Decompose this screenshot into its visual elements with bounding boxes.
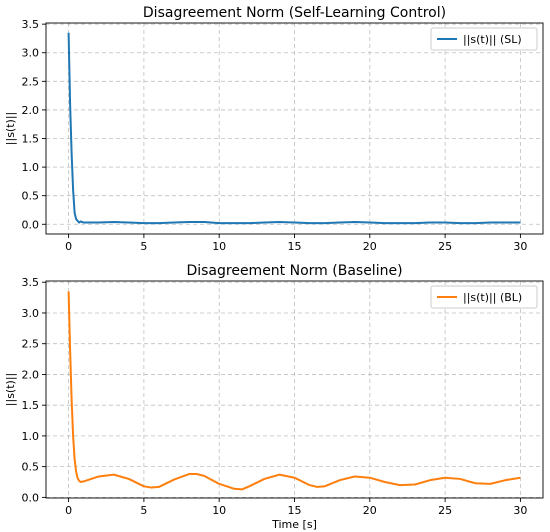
y-tick-label: 2.5 [22, 75, 40, 88]
y-tick-label: 1.0 [22, 161, 40, 174]
x-tick-label: 25 [438, 240, 452, 253]
y-tick-label: 0.0 [22, 491, 40, 504]
y-tick-label: 3.0 [22, 47, 40, 60]
legend-box [430, 285, 538, 309]
y-tick-label: 2.0 [22, 368, 40, 381]
legend-label: ||s(t)|| (SL) [463, 33, 522, 46]
x-tick-label: 30 [513, 240, 527, 253]
y-axis-label: ||s(t)|| [4, 112, 17, 145]
y-tick-label: 0.5 [22, 190, 40, 203]
y-tick-label: 1.0 [22, 430, 40, 443]
x-tick-label: 10 [212, 504, 226, 517]
x-tick-label: 15 [288, 504, 302, 517]
legend: ||s(t)|| (SL) [430, 27, 538, 51]
x-tick-label: 30 [513, 504, 527, 517]
x-tick-label: 5 [140, 240, 147, 253]
subplot-self-learning: 0 5 10 15 20 25 30 0.0 0.5 1.0 1.5 2.0 2.5 3.0 3.5 Dis… [4, 5, 544, 253]
series-line [67, 291, 521, 491]
x-tick-label: 10 [212, 240, 226, 253]
subplot-baseline: 0 5 10 15 20 25 30 0.0 0.5 1.0 1.5 2.0 2.5 3.0 3.5 Dis… [4, 263, 544, 531]
chart-title: Disagreement Norm (Self-Learning Control… [143, 5, 446, 21]
y-tick-label: 2.5 [22, 338, 40, 351]
x-axis-label: Time [s] [271, 518, 317, 531]
x-tick-label: 0 [65, 240, 72, 253]
legend-label: ||s(t)|| (BL) [463, 291, 522, 304]
y-tick-label: 3.0 [22, 307, 40, 320]
x-tick-label: 15 [288, 240, 302, 253]
y-tick-label: 3.5 [22, 276, 40, 289]
y-tick-label: 1.5 [22, 399, 40, 412]
y-tick-label: 0.0 [22, 218, 40, 231]
series-line [67, 32, 521, 225]
y-tick-label: 3.5 [22, 18, 40, 31]
y-tick-label: 0.5 [22, 461, 40, 474]
x-tick-label: 25 [438, 504, 452, 517]
y-tick-label: 2.0 [22, 104, 40, 117]
x-tick-label: 5 [140, 504, 147, 517]
x-tick-label: 20 [363, 240, 377, 253]
y-axis-label: ||s(t)|| [4, 373, 17, 406]
legend: ||s(t)|| (BL) [430, 285, 538, 309]
y-tick-label: 1.5 [22, 133, 40, 146]
legend-box [430, 27, 538, 51]
x-tick-label: 20 [363, 504, 377, 517]
chart-title: Disagreement Norm (Baseline) [186, 263, 402, 279]
x-tick-label: 0 [65, 504, 72, 517]
